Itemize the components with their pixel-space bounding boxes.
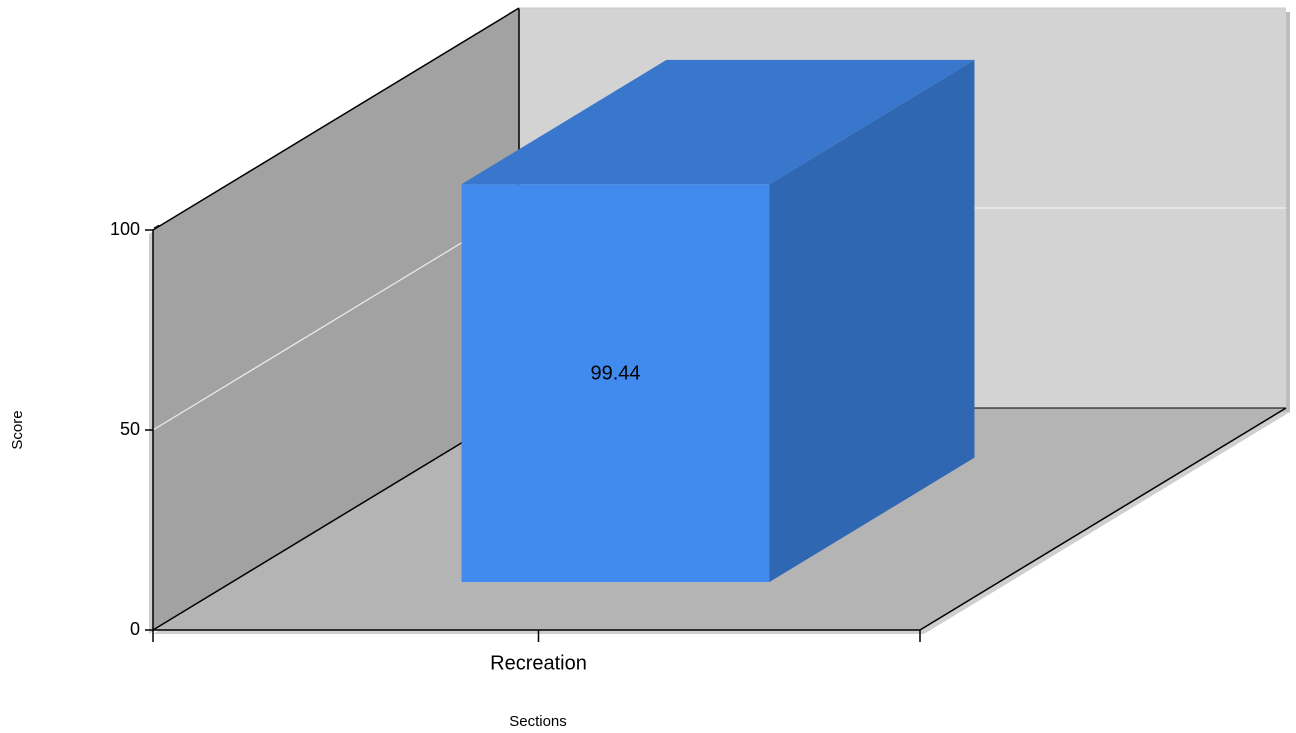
y-axis-title: Score: [9, 410, 26, 449]
bar-side: [769, 59, 975, 583]
left-wall-top-edge: [152, 7, 520, 231]
y-tick-label: 50: [120, 419, 140, 439]
x-axis-title: Sections: [509, 713, 567, 730]
y-axis-cap: [153, 224, 160, 229]
floor-left-edge: [152, 407, 520, 631]
axes: 0 50 100 Recreation: [110, 219, 921, 674]
y-tick-label: 0: [130, 619, 140, 639]
gridline-left-wall: [152, 207, 520, 431]
y-tick-label: 100: [110, 219, 140, 239]
bar-top: [461, 59, 975, 185]
floor-right-edge: [919, 407, 1287, 631]
bar-front: [461, 184, 770, 583]
bar-value-label: 99.44: [590, 362, 640, 384]
bars: 99.44: [461, 59, 975, 583]
x-tick-label: Recreation: [490, 652, 587, 674]
